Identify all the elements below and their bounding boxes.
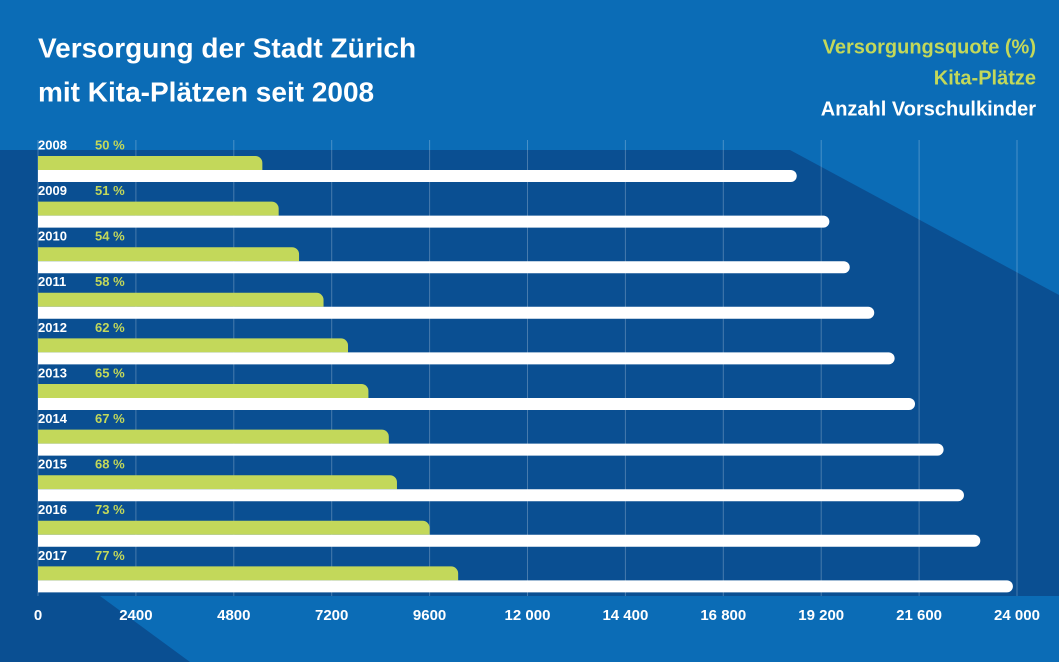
bar	[38, 306, 875, 319]
bar	[38, 489, 964, 502]
value-label: 50 %	[95, 137, 125, 152]
bar	[38, 156, 263, 170]
bar	[38, 520, 430, 535]
legend-label: Kita-Plätze	[934, 67, 1036, 89]
bar	[38, 352, 895, 365]
x-tick-label: 19 200	[798, 607, 844, 624]
legend-label: Versorgungsquote (%)	[823, 36, 1036, 58]
bar	[38, 261, 850, 274]
x-tick-label: 2400	[119, 607, 152, 624]
bar	[38, 443, 944, 456]
y-tick-label: 2016	[38, 502, 67, 517]
y-tick-label: 2010	[38, 229, 67, 244]
chart-title: mit Kita-Plätzen seit 2008	[38, 76, 374, 107]
bar	[38, 292, 324, 307]
bar	[38, 580, 1013, 593]
y-tick-label: 2015	[38, 457, 67, 472]
y-tick-label: 2012	[38, 320, 67, 335]
x-tick-label: 16 800	[700, 607, 746, 624]
value-label: 58 %	[95, 274, 125, 289]
x-tick-label: 0	[34, 607, 42, 624]
y-tick-label: 2011	[38, 274, 66, 289]
value-label: 62 %	[95, 320, 125, 335]
bar	[38, 398, 916, 410]
legend-label: Anzahl Vorschulkinder	[821, 98, 1036, 120]
bar	[38, 338, 349, 353]
bar	[38, 247, 300, 262]
bar	[38, 475, 397, 490]
value-label: 54 %	[95, 229, 125, 244]
x-tick-label: 14 400	[602, 607, 648, 624]
x-tick-label: 7200	[315, 607, 348, 624]
background-shade	[0, 596, 190, 662]
value-label: 65 %	[95, 365, 125, 380]
y-tick-label: 2017	[38, 548, 67, 563]
x-tick-label: 9600	[413, 607, 446, 624]
value-label: 51 %	[95, 183, 125, 198]
y-tick-label: 2013	[38, 365, 67, 380]
bar	[38, 170, 797, 182]
bar	[38, 566, 459, 581]
y-tick-label: 2009	[38, 183, 67, 198]
chart-title: Versorgung der Stadt Zürich	[38, 32, 416, 63]
x-tick-label: 4800	[217, 607, 250, 624]
x-tick-label: 12 000	[505, 607, 551, 624]
x-tick-label: 24 000	[994, 607, 1040, 624]
bar	[38, 429, 389, 444]
bar	[38, 215, 830, 228]
value-label: 68 %	[95, 457, 125, 472]
value-label: 73 %	[95, 502, 125, 517]
y-tick-label: 2008	[38, 137, 67, 152]
y-tick-label: 2014	[38, 411, 68, 426]
x-tick-label: 21 600	[896, 607, 942, 624]
bar	[38, 384, 369, 398]
bar	[38, 201, 279, 216]
value-label: 67 %	[95, 411, 125, 426]
value-label: 77 %	[95, 548, 125, 563]
bar	[38, 534, 981, 547]
